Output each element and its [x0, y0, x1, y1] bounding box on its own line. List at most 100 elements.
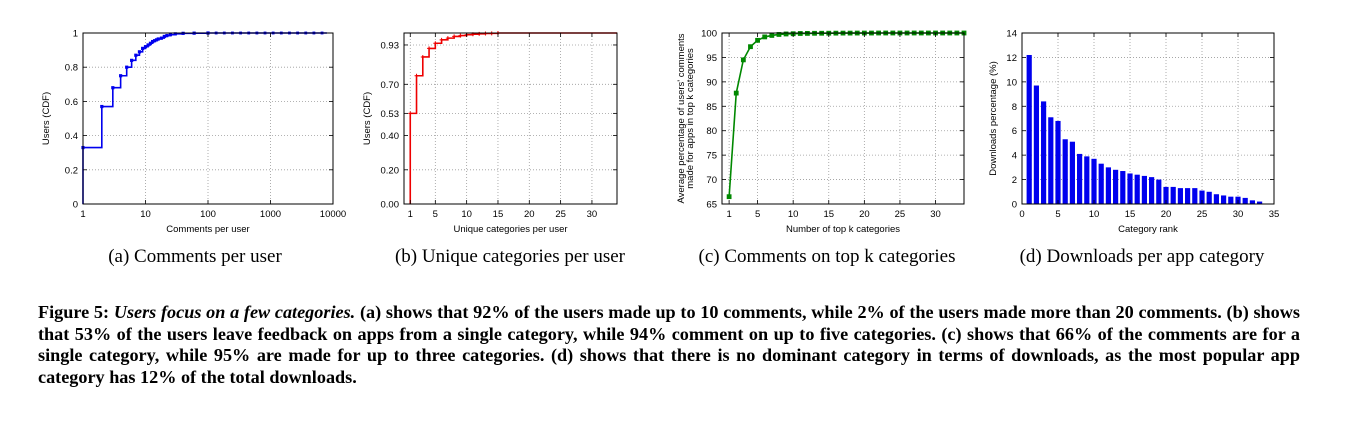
x-tick-label: 20	[524, 209, 535, 220]
y-tick-label: 10	[1006, 77, 1017, 88]
x-tick-label: 25	[895, 209, 906, 220]
x-axis-label: Comments per user	[166, 224, 249, 235]
y-tick-label: 1	[73, 29, 78, 40]
x-tick-label: 1	[726, 209, 731, 220]
x-tick-label: 35	[1269, 209, 1280, 220]
y-tick-label: 0	[73, 200, 78, 211]
x-tick-label: 5	[755, 209, 760, 220]
bar	[1127, 173, 1133, 204]
series-line	[409, 32, 617, 204]
x-tick-label: 100	[200, 209, 216, 220]
y-tick-label: 0.70	[381, 80, 400, 91]
y-tick-label: 65	[706, 200, 717, 211]
y-tick-label: 0.4	[65, 131, 78, 142]
x-tick-label: 15	[1125, 209, 1136, 220]
bar	[1242, 197, 1248, 204]
y-tick-label: 8	[1012, 102, 1017, 113]
series-line	[82, 32, 327, 204]
y-tick-label: 85	[706, 102, 717, 113]
subfigure-caption: (b) Unique categories per user	[395, 246, 626, 267]
bar	[1077, 153, 1083, 204]
y-tick-label: 0.20	[381, 165, 400, 176]
subfigure-caption: (a) Comments per user	[108, 246, 282, 267]
data-point	[748, 44, 753, 50]
figure-caption-italic: Users focus on a few categories.	[113, 302, 356, 322]
x-tick-label: 10	[140, 209, 151, 220]
y-tick-label: 0.2	[65, 165, 78, 176]
data-point	[483, 31, 488, 36]
bar	[1206, 191, 1212, 204]
y-axis-label: Average percentage of users' comments	[676, 33, 687, 203]
bar	[1177, 188, 1183, 204]
figure-caption-text: (a) shows that 92% of the users made up …	[38, 302, 1300, 387]
y-tick-label: 2	[1012, 175, 1017, 186]
data-point	[762, 34, 768, 40]
data-point	[420, 54, 425, 59]
x-tick-label: 15	[823, 209, 834, 220]
bar	[1033, 85, 1039, 204]
data-point	[151, 39, 155, 44]
data-point	[100, 104, 104, 109]
x-axis-label: Unique categories per user	[453, 224, 567, 235]
bar	[1113, 169, 1119, 204]
bar	[1185, 188, 1191, 204]
x-tick-label: 10	[788, 209, 799, 220]
data-point	[414, 73, 419, 78]
data-point	[130, 58, 134, 62]
bar	[1170, 186, 1176, 204]
data-point	[153, 39, 157, 43]
x-axis-label: Number of top k categories	[786, 224, 900, 235]
subfigure-caption: (d) Downloads per app category	[1020, 246, 1265, 267]
data-point	[427, 46, 432, 51]
y-tick-label: 0.00	[381, 200, 400, 211]
data-point	[125, 65, 129, 69]
x-tick-label: 25	[555, 209, 566, 220]
y-tick-label: 0.53	[381, 109, 400, 120]
y-axis-label: made for apps in top k categories	[685, 48, 696, 189]
bar	[1249, 200, 1255, 204]
x-tick-label: 30	[930, 209, 941, 220]
data-point	[141, 46, 145, 50]
x-tick-label: 30	[587, 209, 598, 220]
y-tick-label: 12	[1006, 53, 1017, 64]
data-point	[726, 194, 732, 200]
bar	[1069, 141, 1075, 204]
data-point	[733, 90, 739, 96]
data-point	[168, 33, 172, 37]
data-point	[477, 31, 482, 36]
plot-frame	[721, 32, 965, 205]
y-tick-label: 90	[706, 77, 717, 88]
bar	[1048, 117, 1054, 204]
chart-panel-1: 1 10 100 1000 10000 0 0.2 0.4 0.6 0.8 1 Comments pe…	[41, 29, 346, 268]
data-point	[146, 43, 150, 47]
data-point	[162, 34, 166, 39]
bar	[1084, 156, 1090, 204]
x-tick-label: 5	[1055, 209, 1060, 220]
bar	[1149, 177, 1155, 204]
bar	[1141, 175, 1147, 204]
plot-frame	[403, 32, 618, 205]
y-axis-label: Downloads percentage (%)	[988, 61, 999, 176]
data-point	[776, 32, 782, 37]
data-point	[134, 53, 138, 57]
data-point	[433, 41, 438, 46]
x-tick-label: 10000	[320, 209, 346, 220]
y-tick-label: 6	[1012, 126, 1017, 137]
x-tick-label: 1000	[260, 209, 281, 220]
x-tick-label: 15	[493, 209, 504, 220]
chart-panel-4: 0 5 10 15 20 25 30 35 0 2 4 6 8 10 12 14 Category rank Do…	[988, 29, 1279, 268]
bar	[1062, 139, 1068, 204]
x-tick-label: 30	[1233, 209, 1244, 220]
subfigure-caption: (c) Comments on top k categories	[699, 246, 956, 267]
bar	[1026, 54, 1032, 204]
data-point	[143, 45, 148, 49]
plot-frame	[1021, 32, 1275, 205]
x-tick-label: 5	[433, 209, 438, 220]
x-tick-label: 1	[408, 209, 413, 220]
bar	[1213, 194, 1219, 204]
bar	[1105, 167, 1111, 204]
data-point	[119, 74, 123, 78]
bar	[1156, 179, 1162, 204]
data-point	[439, 37, 444, 42]
